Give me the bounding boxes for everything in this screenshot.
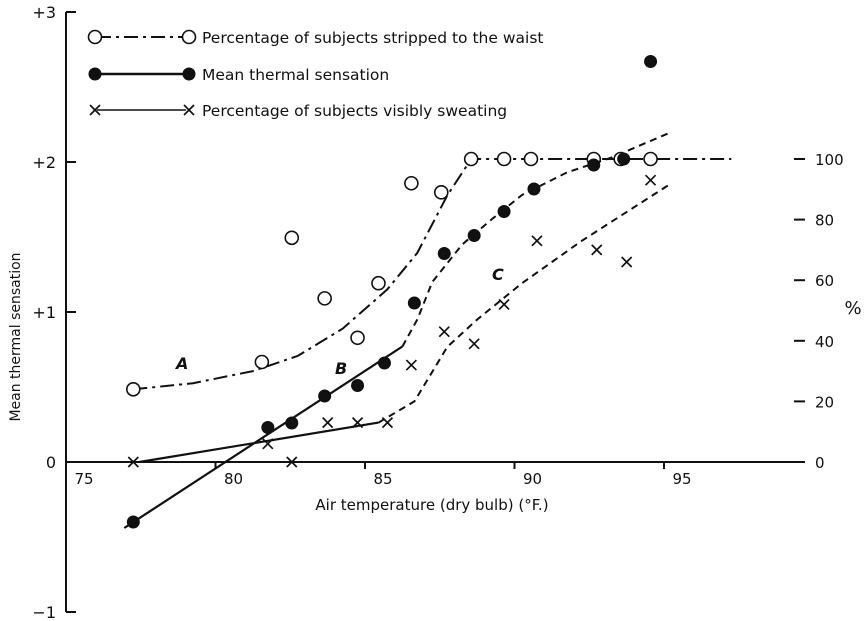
thermal-sensation-point <box>318 389 332 403</box>
cross-stroke <box>438 326 450 338</box>
curve-label-c: C <box>492 265 504 284</box>
cross-stroke <box>498 298 510 311</box>
sweating-point <box>405 359 417 371</box>
cross-stroke <box>468 338 480 350</box>
thermal-sensation-point <box>617 152 631 166</box>
thermal-sensation-point <box>407 296 421 310</box>
legend-label: Percentage of subjects visibly sweating <box>202 102 507 120</box>
sweating-point <box>621 256 633 268</box>
stripped-point <box>254 354 270 370</box>
stripped-point <box>350 330 365 346</box>
sweating-point <box>351 417 364 429</box>
data-marks <box>126 55 658 529</box>
legend-marker-end <box>183 104 195 116</box>
y-right-tick-label: 20 <box>815 393 834 411</box>
stripped-point <box>404 175 419 191</box>
legend-label: Percentage of subjects stripped to the w… <box>202 29 543 47</box>
legend-marker-start <box>87 29 103 45</box>
sweating-point <box>381 417 394 429</box>
legend-marker-end <box>182 67 196 81</box>
fit-line-b-solid <box>123 345 404 529</box>
y-tick-label: −1 <box>32 603 56 621</box>
y-tick-label: +3 <box>32 3 56 22</box>
y-tick-label: +1 <box>32 303 56 322</box>
x-axis-label: Air temperature (dry bulb) (°F.) <box>315 496 548 514</box>
curve-label-b: B <box>335 359 347 378</box>
sweating-point <box>531 235 543 247</box>
stripped-point <box>523 151 539 167</box>
x-tick-label: 85 <box>373 470 392 488</box>
thermal-sensation-point <box>437 247 451 260</box>
cross-stroke <box>621 256 633 268</box>
legend-marker-start <box>88 67 102 81</box>
thermal-sensation-point <box>587 158 601 172</box>
y-right-tick-label: 0 <box>815 454 825 472</box>
thermal-sensation-point <box>467 229 481 242</box>
cross-stroke <box>262 438 274 450</box>
stripped-point <box>463 151 479 167</box>
thermal-sensation-point <box>285 416 299 430</box>
legend-marker-start <box>89 104 101 116</box>
y-axis-label: Mean thermal sensation <box>8 252 24 421</box>
cross-stroke <box>591 244 603 256</box>
sweating-point <box>591 244 603 256</box>
x-tick-label: 95 <box>672 470 691 488</box>
cross-stroke <box>127 456 139 468</box>
sweating-point <box>286 456 298 468</box>
cross-stroke <box>286 456 298 468</box>
cross-stroke <box>644 174 657 186</box>
cross-stroke <box>405 359 417 371</box>
fit-line-b-dashed <box>401 131 672 347</box>
cross-stroke <box>183 104 195 116</box>
sweating-point <box>644 174 657 186</box>
fit-line-c-dashed <box>377 182 673 424</box>
thermal-sensation-point <box>497 205 511 218</box>
sweating-point <box>468 338 480 350</box>
axes: +3 +2 +1 0 −1 75 80 85 90 95 100 80 60 40 20 0 <box>32 3 843 621</box>
stripped-point <box>317 291 332 306</box>
cross-stroke <box>381 417 394 429</box>
thermal-sensation-point <box>377 356 391 370</box>
y-tick-label: 0 <box>46 453 56 472</box>
thermal-sensation-point <box>644 55 658 68</box>
cross-stroke <box>531 235 543 247</box>
stripped-point <box>643 151 658 167</box>
thermal-sensation-point <box>126 515 140 529</box>
cross-stroke <box>351 417 364 429</box>
y-right-tick-label: 40 <box>815 333 834 351</box>
stripped-point <box>126 381 141 397</box>
stripped-point <box>371 275 386 291</box>
sweating-point <box>438 326 450 338</box>
legend: Percentage of subjects stripped to the w… <box>87 29 543 120</box>
x-tick-label: 80 <box>224 470 243 488</box>
stripped-point <box>284 230 300 246</box>
curve-label-a: A <box>174 354 188 373</box>
legend-label: Mean thermal sensation <box>202 66 389 84</box>
y-right-tick-label: 60 <box>815 272 834 290</box>
thermal-sensation-point <box>351 379 365 392</box>
cross-stroke <box>89 104 101 116</box>
sweating-point <box>262 438 274 450</box>
fit-line-a <box>133 158 732 391</box>
y-tick-label: +2 <box>32 153 56 172</box>
thermal-sensation-point <box>527 182 541 196</box>
y-right-tick-label: 100 <box>815 151 844 169</box>
x-tick-label: 75 <box>74 470 93 488</box>
x-tick-label: 90 <box>523 470 542 488</box>
sweating-point <box>127 456 139 468</box>
y-right-tick-label: 80 <box>815 212 834 230</box>
stripped-point <box>433 185 449 200</box>
stripped-point <box>496 151 512 167</box>
fit-lines: A B C <box>123 131 732 529</box>
thermal-sensation-point <box>261 421 275 434</box>
sweating-point <box>498 298 510 311</box>
cross-stroke <box>322 417 334 429</box>
legend-marker-end <box>181 29 197 45</box>
y-right-axis-label: % <box>844 298 861 319</box>
fit-line-c-solid <box>139 421 379 464</box>
sweating-point <box>322 417 334 429</box>
